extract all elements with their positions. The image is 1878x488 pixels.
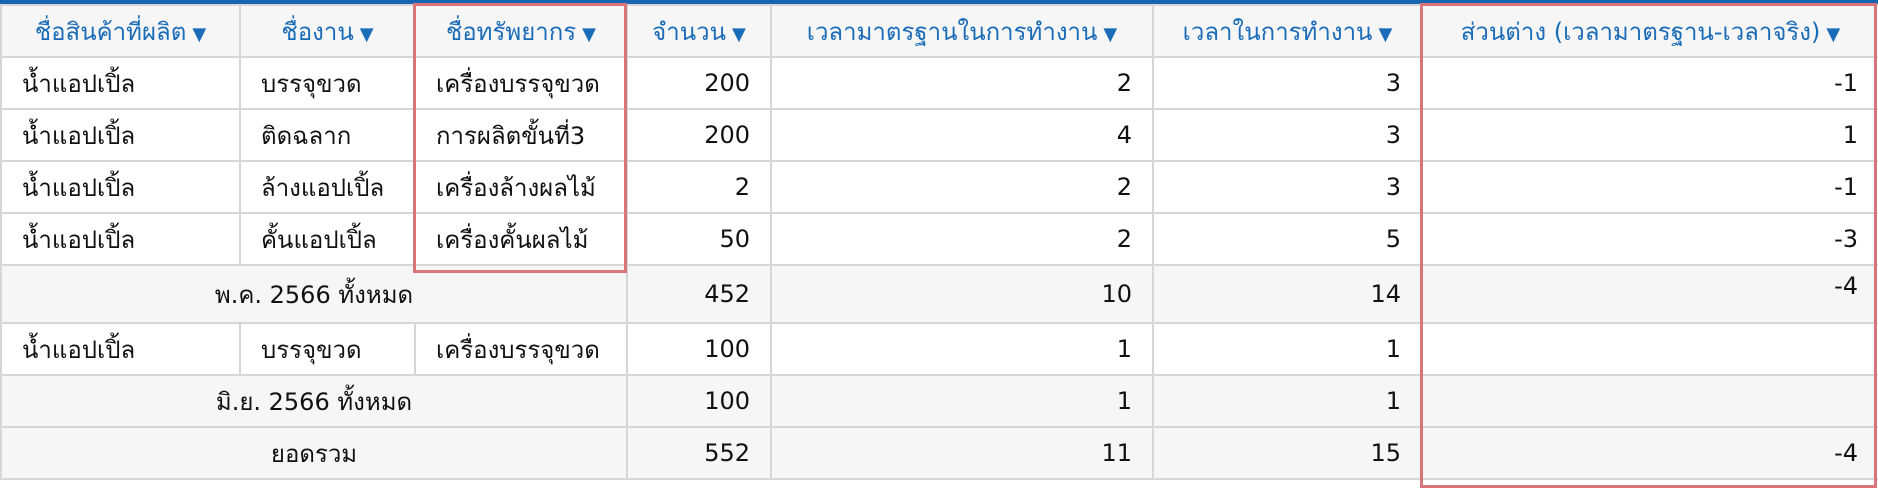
table-row: น้ำแอปเปิ้ล บรรจุขวด เครื่องบรรจุขวด 200… bbox=[0, 56, 1878, 110]
cell-quantity: 100 bbox=[626, 322, 772, 376]
subtotal-quantity: 100 bbox=[626, 374, 772, 428]
subtotal-quantity: 452 bbox=[626, 264, 772, 324]
subtotal-row-june: มิ.ย. 2566 ทั้งหมด 100 1 1 bbox=[0, 374, 1878, 428]
subtotal-difference bbox=[1421, 374, 1878, 428]
sort-down-icon[interactable]: ▼ bbox=[192, 23, 207, 45]
column-header-difference[interactable]: ส่วนต่าง (เวลามาตรฐาน-เวลาจริง) ▼ bbox=[1421, 4, 1878, 58]
cell-standard-time: 4 bbox=[770, 108, 1154, 162]
column-label: เวลาในการทำงาน bbox=[1182, 17, 1373, 46]
table-row: น้ำแอปเปิ้ล คั้นแอปเปิ้ล เครื่องคั้นผลไม… bbox=[0, 212, 1878, 266]
cell-actual-time: 3 bbox=[1152, 160, 1423, 214]
cell-standard-time: 2 bbox=[770, 56, 1154, 110]
grand-total-row: ยอดรวม 552 11 15 -4 bbox=[0, 426, 1878, 480]
cell-product: น้ำแอปเปิ้ล bbox=[0, 322, 241, 376]
grand-total-quantity: 552 bbox=[626, 426, 772, 480]
cell-task: บรรจุขวด bbox=[239, 322, 416, 376]
cell-quantity: 200 bbox=[626, 56, 772, 110]
cell-standard-time: 2 bbox=[770, 160, 1154, 214]
column-label: ชื่องาน bbox=[281, 17, 354, 46]
table-row: น้ำแอปเปิ้ล ติดฉลาก การผลิตขั้นที่3 200 … bbox=[0, 108, 1878, 162]
column-label: เวลามาตรฐานในการทำงาน bbox=[806, 17, 1098, 46]
header-row: ชื่อสินค้าที่ผลิต ▼ ชื่องาน ▼ ชื่อทรัพยากร… bbox=[0, 4, 1878, 58]
cell-task: ติดฉลาก bbox=[239, 108, 416, 162]
column-label: ส่วนต่าง (เวลามาตรฐาน-เวลาจริง) bbox=[1460, 17, 1821, 46]
grand-total-difference: -4 bbox=[1421, 426, 1878, 480]
sort-down-icon[interactable]: ▼ bbox=[1378, 23, 1393, 45]
column-header-resource[interactable]: ชื่อทรัพยากร ▼ bbox=[414, 4, 628, 58]
subtotal-actual-time: 1 bbox=[1152, 374, 1423, 428]
sort-down-icon[interactable]: ▼ bbox=[1826, 23, 1841, 45]
cell-actual-time: 1 bbox=[1152, 322, 1423, 376]
cell-product: น้ำแอปเปิ้ล bbox=[0, 56, 241, 110]
cell-quantity: 50 bbox=[626, 212, 772, 266]
column-label: ชื่อสินค้าที่ผลิต bbox=[34, 17, 187, 46]
column-header-task[interactable]: ชื่องาน ▼ bbox=[239, 4, 416, 58]
cell-actual-time: 5 bbox=[1152, 212, 1423, 266]
subtotal-label: มิ.ย. 2566 ทั้งหมด bbox=[0, 374, 628, 428]
cell-product: น้ำแอปเปิ้ล bbox=[0, 212, 241, 266]
table-row: น้ำแอปเปิ้ล ล้างแอปเปิ้ล เครื่องล้างผลไม… bbox=[0, 160, 1878, 214]
cell-resource: เครื่องล้างผลไม้ bbox=[414, 160, 628, 214]
column-header-standard-time[interactable]: เวลามาตรฐานในการทำงาน ▼ bbox=[770, 4, 1154, 58]
cell-difference bbox=[1421, 322, 1878, 376]
subtotal-standard-time: 10 bbox=[770, 264, 1154, 324]
cell-standard-time: 2 bbox=[770, 212, 1154, 266]
cell-resource: เครื่องคั้นผลไม้ bbox=[414, 212, 628, 266]
column-header-quantity[interactable]: จำนวน ▼ bbox=[626, 4, 772, 58]
cell-difference: -1 bbox=[1421, 56, 1878, 110]
sort-down-icon[interactable]: ▼ bbox=[1103, 23, 1118, 45]
subtotal-row-may: พ.ค. 2566 ทั้งหมด 452 10 14 -4 bbox=[0, 264, 1878, 324]
cell-resource: การผลิตขั้นที่3 bbox=[414, 108, 628, 162]
sort-down-icon[interactable]: ▼ bbox=[359, 23, 374, 45]
report-table: ชื่อสินค้าที่ผลิต ▼ ชื่องาน ▼ ชื่อทรัพยากร… bbox=[0, 4, 1878, 480]
column-header-actual-time[interactable]: เวลาในการทำงาน ▼ bbox=[1152, 4, 1423, 58]
grand-total-label: ยอดรวม bbox=[0, 426, 628, 480]
table-row: น้ำแอปเปิ้ล บรรจุขวด เครื่องบรรจุขวด 100… bbox=[0, 322, 1878, 376]
subtotal-actual-time: 14 bbox=[1152, 264, 1423, 324]
grand-total-standard-time: 11 bbox=[770, 426, 1154, 480]
subtotal-difference: -4 bbox=[1421, 264, 1878, 324]
cell-task: บรรจุขวด bbox=[239, 56, 416, 110]
cell-task: ล้างแอปเปิ้ล bbox=[239, 160, 416, 214]
cell-quantity: 200 bbox=[626, 108, 772, 162]
grand-total-actual-time: 15 bbox=[1152, 426, 1423, 480]
cell-resource: เครื่องบรรจุขวด bbox=[414, 56, 628, 110]
cell-quantity: 2 bbox=[626, 160, 772, 214]
cell-standard-time: 1 bbox=[770, 322, 1154, 376]
column-header-product[interactable]: ชื่อสินค้าที่ผลิต ▼ bbox=[0, 4, 241, 58]
cell-actual-time: 3 bbox=[1152, 108, 1423, 162]
column-label: ชื่อทรัพยากร bbox=[445, 17, 577, 46]
cell-task: คั้นแอปเปิ้ล bbox=[239, 212, 416, 266]
cell-difference: 1 bbox=[1421, 108, 1878, 162]
cell-difference: -1 bbox=[1421, 160, 1878, 214]
cell-resource: เครื่องบรรจุขวด bbox=[414, 322, 628, 376]
cell-product: น้ำแอปเปิ้ล bbox=[0, 108, 241, 162]
cell-difference: -3 bbox=[1421, 212, 1878, 266]
sort-down-icon[interactable]: ▼ bbox=[731, 23, 746, 45]
cell-product: น้ำแอปเปิ้ล bbox=[0, 160, 241, 214]
subtotal-label: พ.ค. 2566 ทั้งหมด bbox=[0, 264, 628, 324]
column-label: จำนวน bbox=[652, 17, 726, 46]
sort-down-icon[interactable]: ▼ bbox=[582, 23, 597, 45]
subtotal-standard-time: 1 bbox=[770, 374, 1154, 428]
cell-actual-time: 3 bbox=[1152, 56, 1423, 110]
